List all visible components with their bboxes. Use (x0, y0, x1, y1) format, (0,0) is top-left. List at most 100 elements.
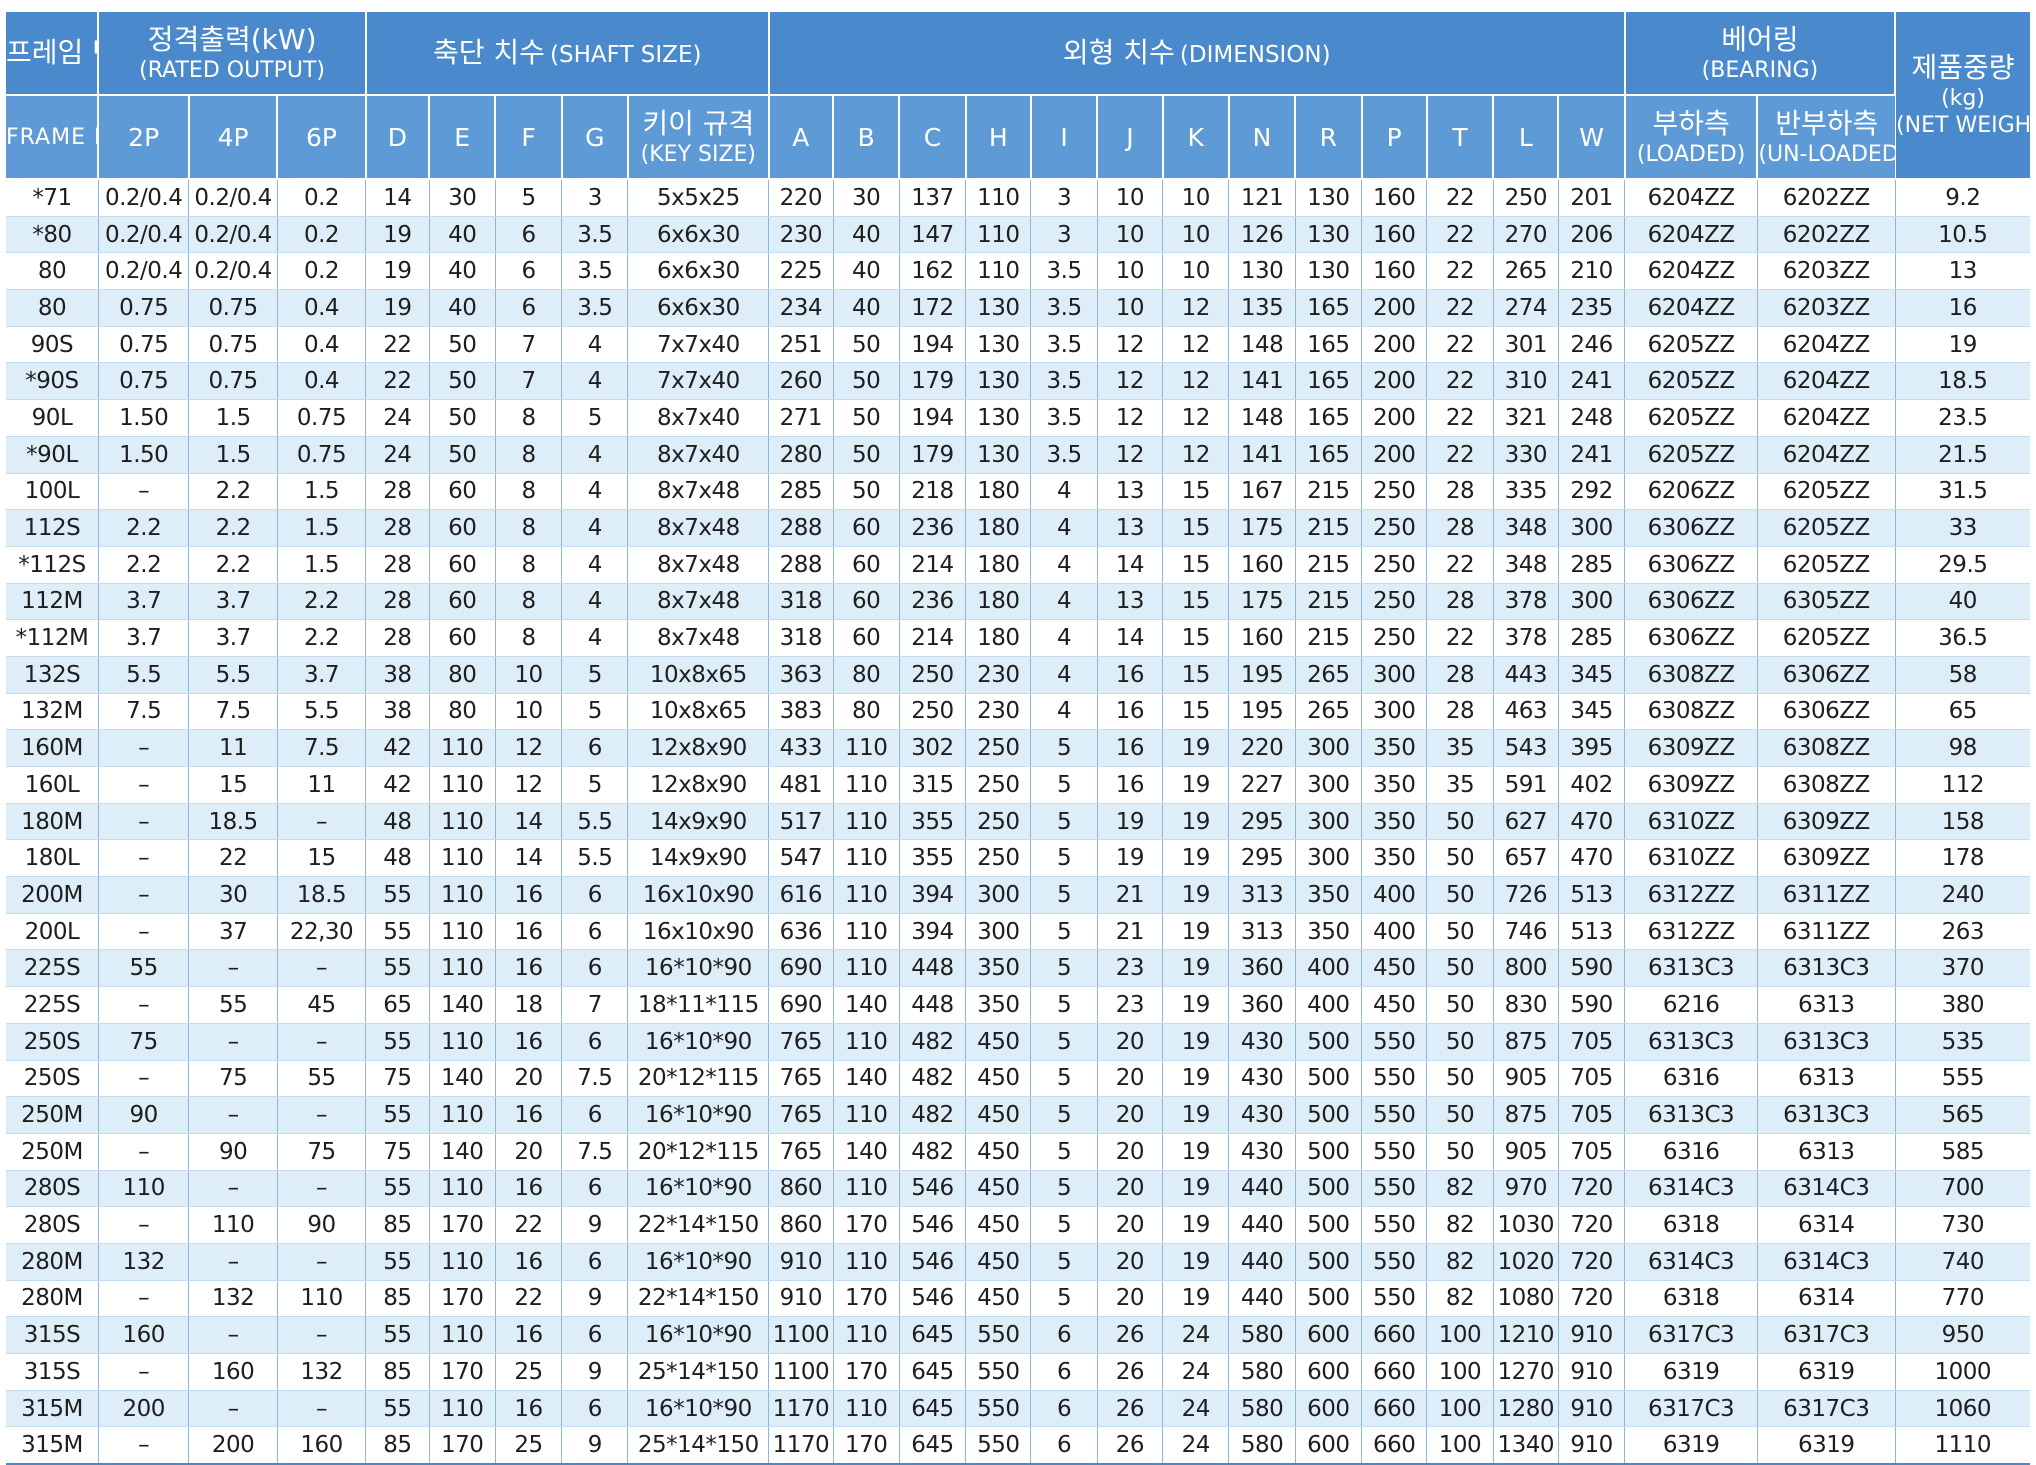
table-cell: 130 (965, 326, 1032, 364)
table-cell: 550 (965, 1353, 1032, 1391)
table-cell: 110 (188, 1206, 278, 1244)
table-cell: 12 (1162, 362, 1230, 401)
table-cell: 25 (495, 1426, 563, 1465)
table-cell: 450 (965, 1206, 1032, 1244)
table-cell: 6 (561, 913, 629, 951)
table-cell: 4 (1030, 546, 1098, 584)
table-cell: 4 (561, 362, 629, 401)
frame-no-cell: 280M (6, 1243, 99, 1281)
table-cell: 215 (1295, 509, 1363, 547)
table-cell: 550 (1361, 1133, 1428, 1171)
table-cell: 215 (1295, 619, 1363, 657)
table-cell: 875 (1493, 1096, 1559, 1134)
table-cell: 6313 (1757, 1133, 1896, 1171)
table-cell: 6308ZZ (1757, 729, 1896, 767)
table-cell: 645 (899, 1426, 967, 1465)
table-cell: 6 (1030, 1426, 1098, 1465)
table-cell: 313 (1228, 913, 1296, 951)
table-cell: 110 (429, 1243, 496, 1281)
table-cell: 7x7x40 (627, 326, 770, 364)
col-r: R (1295, 95, 1363, 180)
table-cell: 110 (833, 949, 900, 988)
table-cell: 910 (1558, 1390, 1626, 1428)
table-cell: 172 (899, 289, 967, 327)
table-cell: 5x5x25 (627, 179, 770, 217)
frame-no-cell: 180M (6, 803, 99, 841)
table-cell: 90 (98, 1096, 190, 1134)
col-4p: 4P (188, 95, 279, 180)
table-cell: 15 (1162, 546, 1230, 584)
table-cell: 1.5 (277, 546, 367, 584)
frame-no-cell: *112S (6, 546, 99, 584)
table-cell: 6313C3 (1624, 1096, 1758, 1134)
table-cell: 645 (899, 1353, 967, 1391)
table-cell: 60 (833, 509, 900, 547)
table-cell: 19 (1162, 1280, 1230, 1318)
table-cell: 7.5 (561, 1060, 629, 1098)
table-cell: 19 (1162, 1133, 1230, 1171)
table-cell: 14 (495, 803, 563, 841)
table-cell: 60 (429, 509, 496, 547)
table-cell: 200 (1361, 289, 1428, 327)
table-cell: 6319 (1624, 1426, 1758, 1465)
table-cell: 19 (1162, 1206, 1230, 1244)
table-cell: 50 (833, 362, 900, 401)
table-cell: 240 (1895, 876, 2030, 914)
table-cell: 313 (1228, 876, 1296, 914)
frame-no-cell: 132S (6, 656, 99, 694)
table-cell: 16*10*90 (627, 1243, 770, 1281)
table-cell: 6205ZZ (1757, 546, 1896, 584)
table-cell: 5.5 (277, 693, 367, 731)
table-cell: 260 (768, 362, 834, 401)
table-cell: 3 (1030, 179, 1098, 217)
frame-no-cell: *71 (6, 179, 99, 217)
table-cell: 550 (1361, 1170, 1428, 1208)
table-cell: 19 (1162, 1023, 1230, 1061)
frame-no-cell: 280M (6, 1280, 99, 1318)
table-cell: 82 (1426, 1280, 1494, 1318)
table-cell: 13 (1097, 509, 1164, 547)
table-cell: 50 (833, 399, 900, 437)
table-cell: 6308ZZ (1624, 693, 1758, 731)
table-cell: 167 (1228, 473, 1296, 511)
table-cell: 170 (429, 1280, 496, 1318)
table-row: *90L 1.50 1.5 0.75 24 50 8 4 8x7x40 280 50 179 130 3.… (6, 436, 2030, 474)
table-cell: 660 (1361, 1426, 1428, 1465)
table-cell: 0.75 (98, 289, 190, 327)
table-cell: 950 (1895, 1316, 2030, 1354)
table-cell: 5 (1030, 1096, 1098, 1134)
table-cell: 210 (1558, 252, 1626, 291)
table-cell: 22 (1426, 436, 1494, 474)
table-cell: 440 (1228, 1206, 1296, 1244)
table-cell: 0.4 (277, 289, 367, 327)
table-cell: – (277, 1096, 367, 1134)
table-cell: 580 (1228, 1390, 1296, 1428)
table-cell: 130 (1295, 216, 1363, 254)
table-cell: 400 (1295, 949, 1363, 988)
table-cell: 110 (429, 1316, 496, 1354)
table-cell: 9 (561, 1353, 629, 1391)
table-cell: 180 (965, 473, 1032, 511)
frame-no-cell: 112M (6, 583, 99, 621)
table-cell: – (98, 913, 190, 951)
table-cell: 18*11*115 (627, 986, 770, 1024)
table-cell: 12 (1097, 399, 1164, 437)
table-cell: 3.5 (1030, 326, 1098, 364)
table-cell: 24 (1162, 1390, 1230, 1428)
col-t: T (1426, 95, 1495, 180)
table-cell: 430 (1228, 1060, 1296, 1098)
table-cell: 355 (899, 803, 967, 841)
table-cell: 7x7x40 (627, 362, 770, 401)
table-cell: 500 (1295, 1243, 1363, 1281)
table-cell: 6216 (1624, 986, 1758, 1024)
table-cell: 6313C3 (1757, 1023, 1896, 1061)
table-cell: – (277, 1023, 367, 1061)
table-cell: 350 (1295, 913, 1363, 951)
frame-no-cell: 90S (6, 326, 99, 364)
table-cell: 5 (1030, 949, 1098, 988)
table-cell: 6317C3 (1757, 1316, 1896, 1354)
table-cell: 6319 (1624, 1353, 1758, 1391)
table-cell: 5 (561, 399, 629, 437)
table-cell: 10 (1162, 252, 1230, 291)
table-cell: 25*14*150 (627, 1426, 770, 1465)
